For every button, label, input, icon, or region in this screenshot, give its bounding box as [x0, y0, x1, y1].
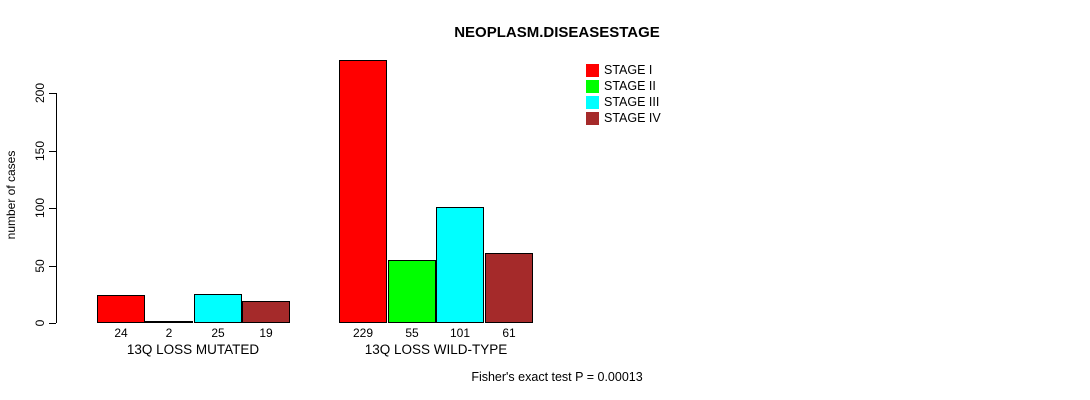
y-tick-label: 100 [33, 197, 47, 219]
bar-13q-loss-mutated-stage-iii [194, 294, 242, 323]
legend-swatch-stage-iv [586, 111, 599, 125]
fisher-test-annotation: Fisher's exact test P = 0.00013 [471, 370, 643, 384]
legend-label-stage-ii: STAGE II [604, 79, 656, 93]
bar-13q-loss-wild-type-stage-i [339, 60, 387, 323]
y-tick-mark [49, 266, 56, 267]
legend-label-stage-i: STAGE I [604, 63, 653, 77]
bar-13q-loss-wild-type-stage-iv [485, 253, 533, 323]
y-tick-label: 200 [33, 82, 47, 104]
legend-swatch-stage-iii [586, 95, 599, 109]
legend-item-stage-iii: STAGE III [586, 94, 661, 110]
y-tick-label: 150 [33, 140, 47, 162]
legend: STAGE I STAGE II STAGE III STAGE IV [586, 62, 661, 126]
legend-label-stage-iv: STAGE IV [604, 111, 661, 125]
bar-13q-loss-mutated-stage-ii [145, 321, 193, 323]
legend-item-stage-i: STAGE I [586, 62, 661, 78]
bar-value-label: 19 [259, 326, 273, 340]
bar-value-label: 101 [449, 326, 471, 340]
bar-value-label: 2 [165, 326, 173, 340]
bar-13q-loss-wild-type-stage-iii [436, 207, 484, 323]
y-axis-line [56, 93, 57, 323]
y-tick-mark [49, 151, 56, 152]
y-tick-label: 50 [33, 259, 47, 273]
bar-value-label: 229 [352, 326, 374, 340]
y-tick-mark [49, 323, 56, 324]
bar-value-label: 24 [114, 326, 128, 340]
bar-13q-loss-mutated-stage-i [97, 295, 145, 323]
group-label-13q-loss-mutated: 13Q LOSS MUTATED [126, 342, 260, 357]
legend-item-stage-iv: STAGE IV [586, 110, 661, 126]
legend-swatch-stage-ii [586, 79, 599, 93]
bar-13q-loss-wild-type-stage-ii [388, 260, 436, 323]
bar-13q-loss-mutated-stage-iv [242, 301, 290, 323]
bar-value-label: 61 [502, 326, 516, 340]
bar-value-label: 25 [211, 326, 225, 340]
bar-value-label: 55 [405, 326, 419, 340]
y-tick-label: 0 [33, 319, 47, 327]
legend-item-stage-ii: STAGE II [586, 78, 661, 94]
y-axis-label: number of cases [4, 150, 18, 240]
y-tick-mark [49, 93, 56, 94]
group-label-13q-loss-wild-type: 13Q LOSS WILD-TYPE [364, 342, 508, 357]
y-tick-mark [49, 208, 56, 209]
legend-swatch-stage-i [586, 63, 599, 77]
legend-label-stage-iii: STAGE III [604, 95, 660, 109]
chart-title: NEOPLASM.DISEASESTAGE [454, 24, 660, 41]
